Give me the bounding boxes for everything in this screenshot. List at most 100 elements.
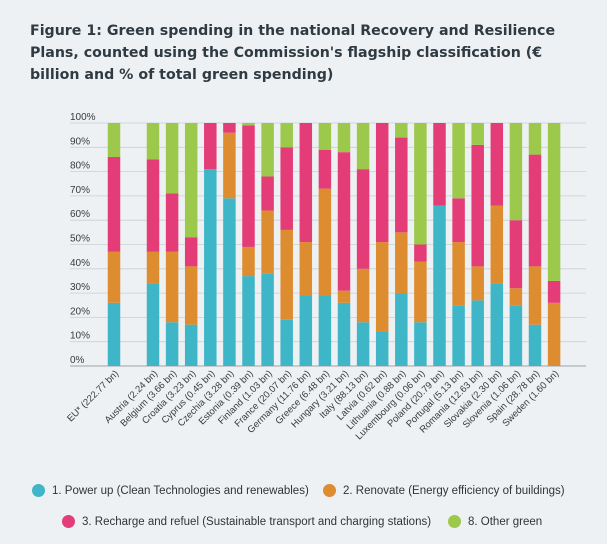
bar-segment-slovakia-recharge [490,123,504,206]
legend-label-power-up: 1. Power up (Clean Technologies and rene… [52,484,309,497]
bar-segment-lithuania-other-green [395,123,408,138]
bar-segment-luxembourg-power-up [414,322,427,366]
bar-segment-poland-recharge [433,123,446,206]
bar-segment-finland-other-green [261,123,274,177]
bar-segment-latvia-renovate [375,242,389,332]
legend-swatch-other-green [448,515,461,528]
bar-segment-finland-recharge [261,176,274,211]
bar-segment-romania-power-up [471,300,484,366]
legend-label-other-green: 8. Other green [468,515,543,528]
bar-segment-portugal-recharge [452,198,465,243]
bar-segment-hungary-other-green [337,123,351,153]
bar-segment-spain-recharge [528,154,542,267]
bar-segment-italy-recharge [356,169,370,269]
legend: 1. Power up (Clean Technologies and rene… [0,478,607,538]
bar-segment-eu-other-green [107,123,121,158]
y-tick-label: 0% [70,355,85,366]
bar-segment-portugal-other-green [452,123,465,199]
bar-segment-italy-other-green [356,123,370,170]
bar-segment-estonia-renovate [242,246,255,277]
bar-segment-greece-other-green [318,123,332,150]
y-tick-label: 40% [70,258,90,269]
bar-segment-austria-recharge [146,159,160,252]
y-tick-label: 80% [70,161,90,172]
bar-segment-cyprus-power-up [204,169,217,366]
bar-segment-austria-other-green [146,123,160,160]
bar-segment-spain-renovate [528,266,542,325]
bar-segment-germany-power-up [299,295,313,366]
bar-segment-sweden-recharge [547,280,561,303]
bar-segment-latvia-recharge [375,123,389,243]
bar-segment-luxembourg-renovate [414,261,427,323]
bar-segment-romania-other-green [471,123,484,145]
bar-segment-france-power-up [280,319,293,366]
bar-segment-portugal-power-up [452,305,465,366]
bar-segment-luxembourg-recharge [414,244,427,262]
stacked-bar-chart: 0% 10% 20% 30% 40% 50% 60% 70% 80% 90% 100% EU* (2… [65,112,586,442]
y-tick-label: 30% [70,282,90,293]
bar-segment-czechia-power-up [223,198,236,366]
x-axis: EU* (222.77 bn)Austria (2.24 bn)Belgium … [65,368,561,442]
bar-segment-belgium-other-green [165,123,179,194]
bar-segment-croatia-other-green [184,123,198,238]
bar-segment-austria-power-up [146,283,160,366]
bar-segment-sweden-other-green [547,123,561,281]
chart-title: Figure 1: Green spending in the national… [30,23,556,83]
y-tick-label: 10% [70,331,90,342]
y-tick-label: 20% [70,306,90,317]
bar-segment-latvia-power-up [375,331,389,366]
bar-segment-france-other-green [280,123,293,148]
bar-segment-eu-power-up [107,302,121,366]
bar-segment-lithuania-power-up [395,293,408,366]
bar-segment-romania-recharge [471,144,484,267]
bar-segment-hungary-power-up [337,302,351,366]
y-tick-label: 100% [70,112,96,123]
bar-segment-slovakia-power-up [490,283,504,366]
bar-segment-finland-renovate [261,210,274,274]
bar-segment-estonia-power-up [242,276,255,366]
bar-segment-czechia-recharge [223,123,236,133]
bar-segment-estonia-recharge [242,125,255,247]
bar-segment-belgium-power-up [165,322,179,366]
bar-segment-belgium-recharge [165,193,179,252]
bar-segment-slovenia-renovate [509,288,523,306]
bar-segment-luxembourg-other-green [414,123,427,245]
bar-segment-hungary-renovate [337,290,351,303]
legend-item-power-up: 1. Power up (Clean Technologies and rene… [32,484,309,497]
legend-label-recharge: 3. Recharge and refuel (Sustainable tran… [82,515,432,528]
bar-segment-croatia-power-up [184,324,198,366]
bar-segment-italy-power-up [356,322,370,366]
bar-segment-finland-power-up [261,273,274,366]
bar-segment-sweden-renovate [547,302,561,366]
bar-segment-greece-renovate [318,188,332,296]
bar-segment-belgium-renovate [165,251,179,323]
bar-segment-slovenia-other-green [509,123,523,221]
bar-segment-eu-renovate [107,251,121,303]
bar-segment-lithuania-recharge [395,137,408,233]
bar-segment-croatia-recharge [184,237,198,267]
y-axis: 0% 10% 20% 30% 40% 50% 60% 70% 80% 90% 100% [70,112,96,366]
bar-segment-spain-other-green [528,123,542,155]
y-tick-label: 90% [70,136,90,147]
bar-segment-portugal-renovate [452,242,465,306]
bar-segment-cyprus-recharge [204,123,217,170]
bar-segment-czechia-renovate [223,132,236,199]
bar-segment-slovenia-recharge [509,220,523,289]
bar-segment-italy-renovate [356,268,370,323]
legend-label-renovate: 2. Renovate (Energy efficiency of buildi… [343,484,565,497]
bar-segment-estonia-other-green [242,123,255,126]
bar-segment-austria-renovate [146,251,160,284]
bar-segment-greece-recharge [318,149,332,189]
bar-segment-slovakia-renovate [490,205,504,284]
bars [107,123,561,366]
bar-segment-germany-recharge [299,123,313,243]
legend-swatch-renovate [323,484,336,497]
y-tick-label: 70% [70,185,90,196]
bar-segment-hungary-recharge [337,152,351,291]
bar-segment-croatia-renovate [184,266,198,325]
legend-swatch-power-up [32,484,45,497]
bar-segment-germany-renovate [299,242,313,296]
bar-segment-eu-recharge [107,157,121,252]
bar-segment-romania-renovate [471,266,484,301]
y-tick-label: 50% [70,234,90,245]
